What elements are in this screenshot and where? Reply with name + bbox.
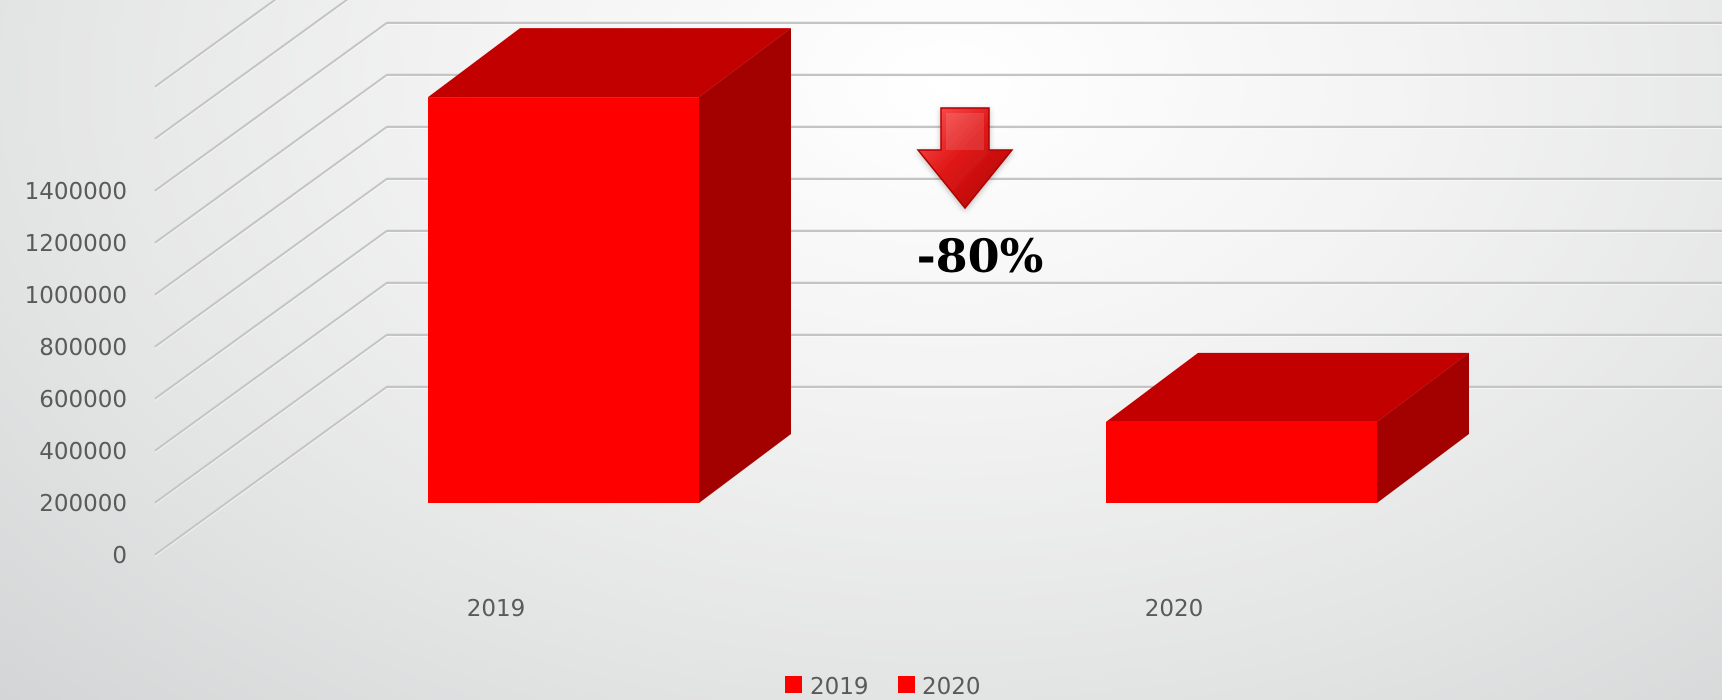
y-axis: 0 200000 400000 600000 800000 1000000 1200000 1… [25,179,127,569]
legend-label-2020: 2020 [922,674,981,700]
gridline-highlight-9 [154,0,279,89]
x-axis: 2019 2020 [467,596,1204,622]
y-tick-label: 600000 [39,387,127,413]
bars [428,28,1469,503]
y-tick-label: 0 [112,543,127,569]
gridline-highlight-3 [154,232,1722,401]
gridline-5 [154,125,1722,297]
gridline-highlight-0 [154,388,1722,557]
gridline-highlight-1 [154,336,1722,505]
bar-side-2020 [1377,352,1469,503]
gridline-8 [154,0,350,141]
y-tick-label: 800000 [39,335,127,361]
bar-front-2019 [428,97,699,503]
gridline-0 [154,385,1722,557]
gridline-highlight-4 [154,180,1722,349]
bar-side-2019 [699,28,791,503]
gridline-3 [154,229,1722,401]
y-tick-label: 1000000 [25,283,127,309]
gridline-2 [154,281,1722,453]
gridline-9 [154,0,278,89]
gridlines [154,0,1722,557]
y-tick-label: 400000 [39,439,127,465]
gridline-6 [154,73,1722,245]
y-tick-label: 200000 [39,491,127,517]
gridline-highlight-7 [154,24,1722,193]
gridline-7 [154,21,1722,193]
bar-top-2019 [428,28,791,98]
y-tick-label: 1400000 [25,179,127,205]
legend: 2019 2020 [785,674,981,700]
bar-top-2020 [1106,352,1469,422]
legend-item-2020: 2020 [898,674,981,700]
gridline-highlight-5 [154,128,1722,297]
legend-label-2019: 2019 [810,674,869,700]
legend-swatch-2019 [785,676,802,693]
bar-front-2020 [1106,421,1377,503]
gridline-1 [154,333,1722,505]
bar-2019 [428,28,791,503]
gridline-highlight-2 [154,284,1722,453]
change-percent-label: -80% [917,229,1044,283]
down-arrow-icon [916,107,1014,210]
y-tick-label: 1200000 [25,231,127,257]
x-tick-label: 2020 [1145,596,1204,622]
gridline-4 [154,177,1722,349]
change-annotation: -80% [916,107,1044,283]
legend-swatch-2020 [898,676,915,693]
bar-2020 [1106,352,1469,503]
gridline-highlight-8 [154,0,350,141]
gridline-highlight-6 [154,76,1722,245]
x-tick-label: 2019 [467,596,526,622]
legend-item-2019: 2019 [785,674,869,700]
